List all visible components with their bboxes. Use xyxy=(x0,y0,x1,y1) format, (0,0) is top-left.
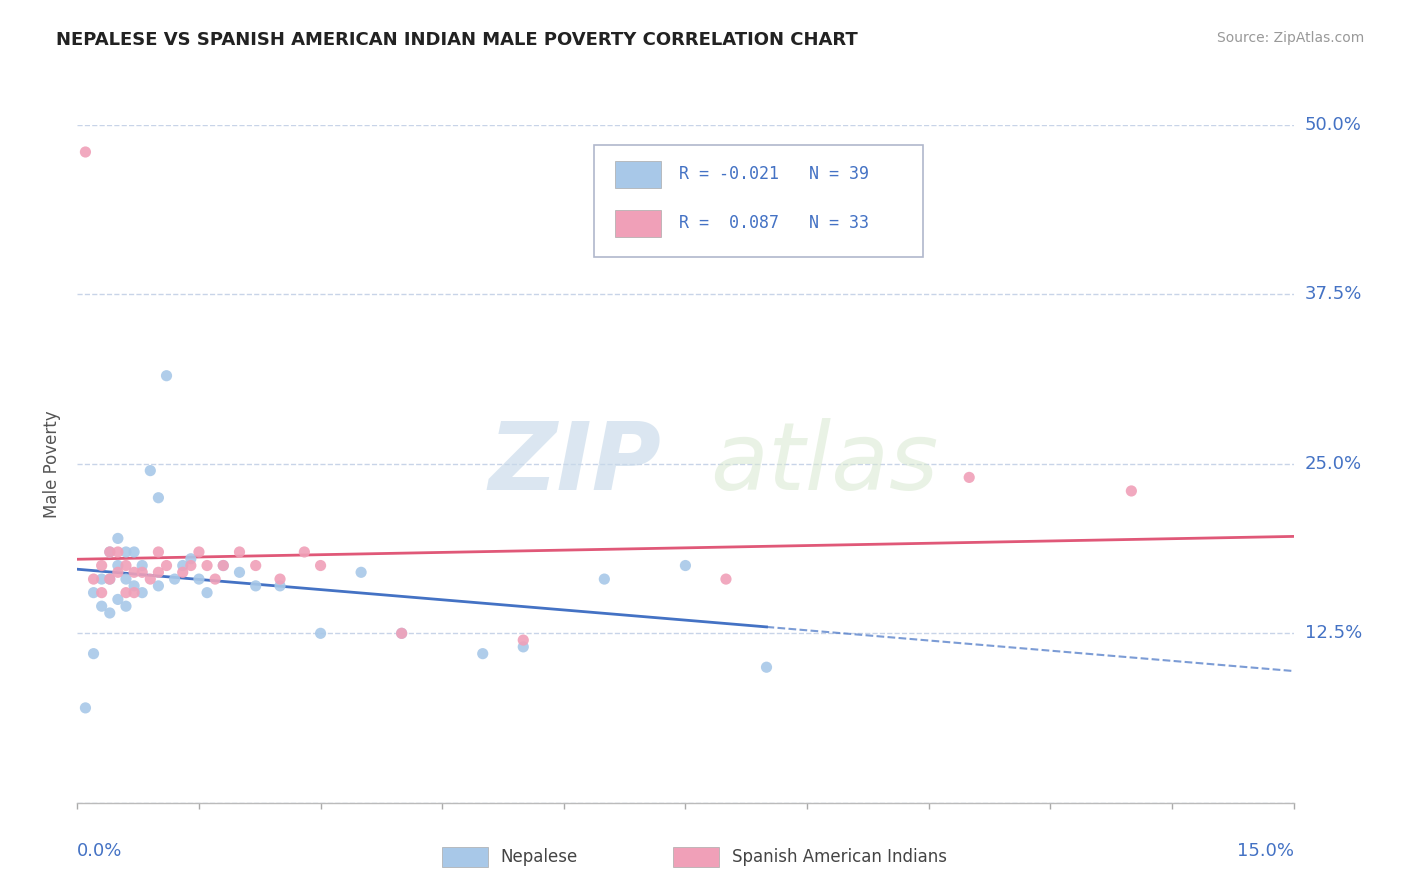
Point xyxy=(512,640,534,654)
Point xyxy=(172,558,194,573)
FancyBboxPatch shape xyxy=(673,847,720,867)
Point xyxy=(391,626,413,640)
Point xyxy=(139,464,162,478)
Point xyxy=(107,566,129,580)
Point xyxy=(188,572,211,586)
Point xyxy=(714,572,737,586)
Point xyxy=(180,558,202,573)
Point xyxy=(204,572,226,586)
Point xyxy=(163,572,186,586)
Point xyxy=(115,545,138,559)
Point xyxy=(292,545,315,559)
Point xyxy=(309,626,332,640)
Point xyxy=(131,585,153,599)
Point xyxy=(172,566,194,580)
Point xyxy=(139,572,162,586)
Point xyxy=(188,545,211,559)
Text: 0.0%: 0.0% xyxy=(77,842,122,860)
Point xyxy=(115,572,138,586)
Point xyxy=(83,585,105,599)
Point xyxy=(115,585,138,599)
Point xyxy=(122,566,145,580)
Point xyxy=(155,558,177,573)
Point xyxy=(148,566,170,580)
Text: 25.0%: 25.0% xyxy=(1305,455,1362,473)
Point xyxy=(148,579,170,593)
Point xyxy=(107,558,129,573)
Point xyxy=(269,579,291,593)
Point xyxy=(957,470,980,484)
Point xyxy=(122,579,145,593)
Point xyxy=(107,592,129,607)
Point xyxy=(269,572,291,586)
Text: NEPALESE VS SPANISH AMERICAN INDIAN MALE POVERTY CORRELATION CHART: NEPALESE VS SPANISH AMERICAN INDIAN MALE… xyxy=(56,31,858,49)
Point xyxy=(115,599,138,614)
Point xyxy=(148,491,170,505)
Point xyxy=(755,660,778,674)
Text: Spanish American Indians: Spanish American Indians xyxy=(731,848,946,866)
Text: atlas: atlas xyxy=(710,418,938,509)
Point xyxy=(148,545,170,559)
Point xyxy=(131,558,153,573)
Point xyxy=(350,566,373,580)
Point xyxy=(98,545,121,559)
Point xyxy=(180,551,202,566)
Point xyxy=(107,545,129,559)
Point xyxy=(512,633,534,648)
Text: Source: ZipAtlas.com: Source: ZipAtlas.com xyxy=(1216,31,1364,45)
Point xyxy=(245,579,267,593)
FancyBboxPatch shape xyxy=(441,847,488,867)
Point xyxy=(90,572,112,586)
Text: Nepalese: Nepalese xyxy=(501,848,578,866)
Text: ZIP: ZIP xyxy=(488,417,661,510)
Point xyxy=(195,558,218,573)
Point xyxy=(83,647,105,661)
Point xyxy=(212,558,235,573)
Point xyxy=(195,585,218,599)
FancyBboxPatch shape xyxy=(595,145,922,257)
Text: R =  0.087   N = 33: R = 0.087 N = 33 xyxy=(679,214,869,232)
Point xyxy=(1121,483,1143,498)
Point xyxy=(98,606,121,620)
Point xyxy=(107,532,129,546)
FancyBboxPatch shape xyxy=(614,161,661,188)
Point xyxy=(90,585,112,599)
Point xyxy=(212,558,235,573)
Text: 15.0%: 15.0% xyxy=(1236,842,1294,860)
Point xyxy=(391,626,413,640)
Point xyxy=(228,566,250,580)
FancyBboxPatch shape xyxy=(614,210,661,236)
Y-axis label: Male Poverty: Male Poverty xyxy=(44,410,62,517)
Point xyxy=(122,585,145,599)
Text: 12.5%: 12.5% xyxy=(1305,624,1362,642)
Text: R = -0.021   N = 39: R = -0.021 N = 39 xyxy=(679,165,869,184)
Point xyxy=(90,599,112,614)
Point xyxy=(131,566,153,580)
Point xyxy=(98,572,121,586)
Point xyxy=(98,572,121,586)
Point xyxy=(75,145,97,159)
Point xyxy=(122,545,145,559)
Point xyxy=(471,647,494,661)
Text: 37.5%: 37.5% xyxy=(1305,285,1362,303)
Point xyxy=(90,558,112,573)
Point xyxy=(75,701,97,715)
Text: 50.0%: 50.0% xyxy=(1305,116,1361,134)
Point xyxy=(83,572,105,586)
Point xyxy=(245,558,267,573)
Point xyxy=(593,572,616,586)
Point xyxy=(309,558,332,573)
Point xyxy=(115,558,138,573)
Point xyxy=(675,558,697,573)
Point xyxy=(228,545,250,559)
Point xyxy=(98,545,121,559)
Point xyxy=(155,368,177,383)
